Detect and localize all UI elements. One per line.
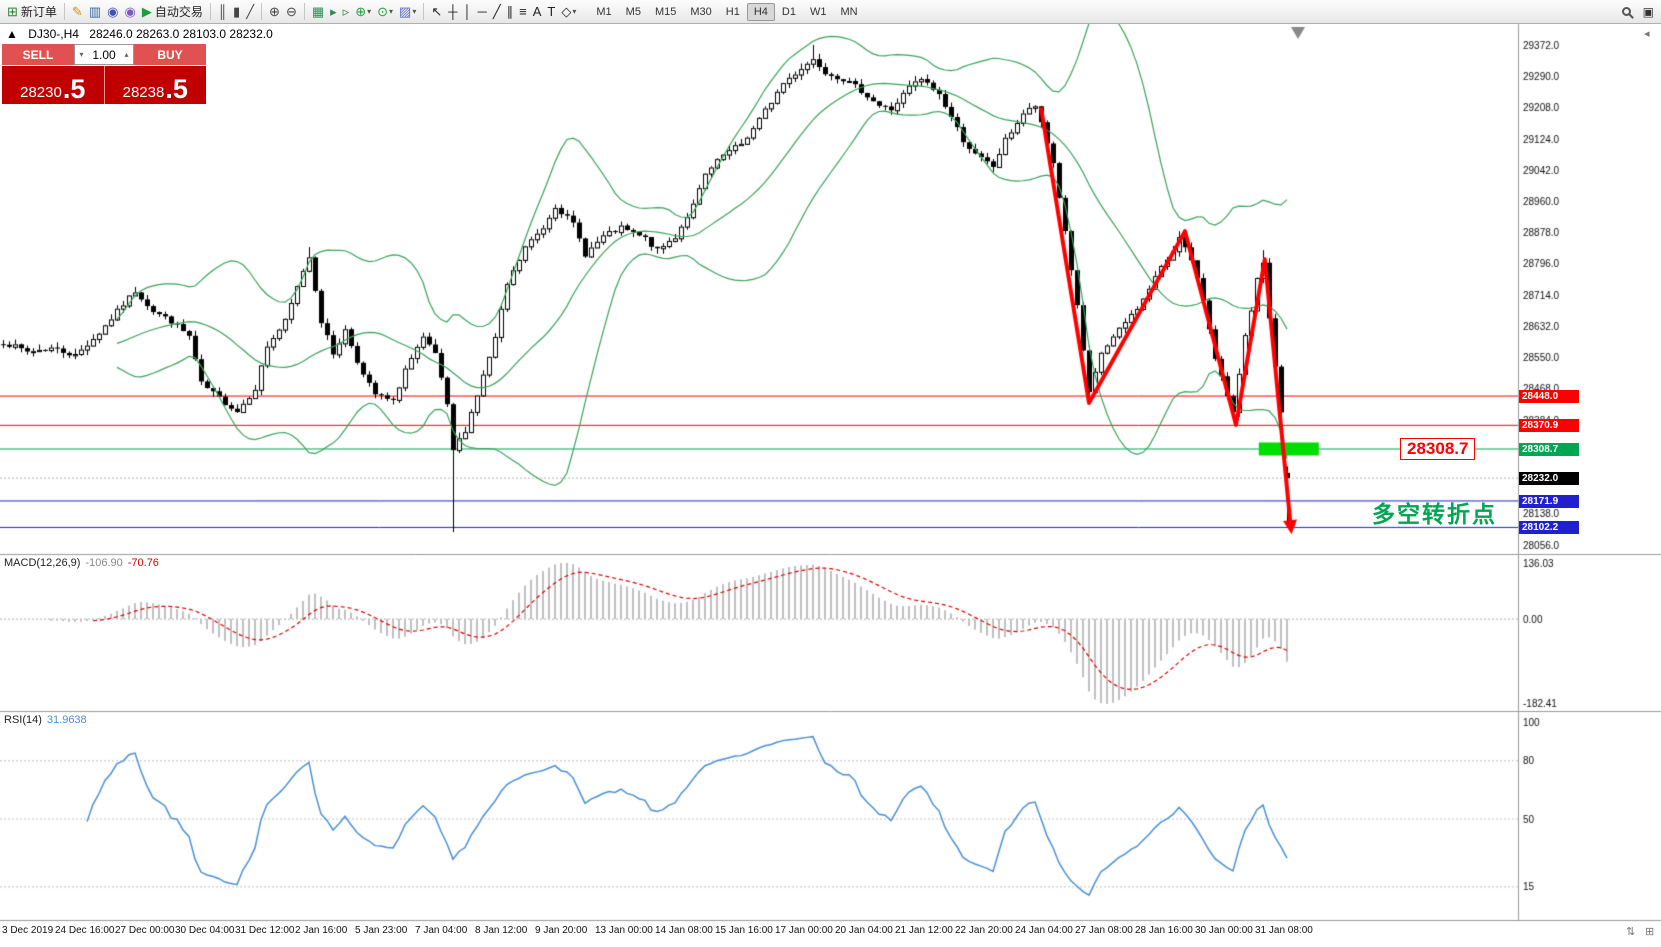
auto-trading-button[interactable]: ▶ 自动交易 [139,2,206,22]
templates-icon-glyph-icon: ▨ [399,3,412,19]
label-icon-glyph-icon: T [547,3,556,19]
indicators-icon[interactable]: ⊕ ▾ [352,2,374,22]
styler-icon-glyph-icon: ✎ [71,3,83,19]
zoom-out-icon[interactable]: ⊖ [283,2,300,22]
horizontal-line-icon[interactable]: ─ [475,2,490,22]
bar-chart-type-icon[interactable]: ║ [215,2,230,22]
shapes-icon[interactable]: ◇ ▾ [558,2,579,22]
crosshair-icon-glyph-icon: ┼ [448,3,458,19]
new-order-button[interactable]: ⊞ 新订单 [4,2,60,22]
search-icon[interactable] [1619,2,1634,22]
shapes-icon-glyph-icon: ◇ [561,3,572,19]
fibonacci-icon[interactable]: ≡ [516,2,530,22]
zoom-out-icon-glyph-icon: ⊖ [285,3,297,19]
shapes-icon-dropdown-icon[interactable]: ▾ [572,7,577,16]
auto-trading-button-label: 自动交易 [154,5,203,19]
new-chart-icon-glyph-icon: ▥ [88,3,102,19]
chart-shift-icon-glyph-icon: ▹ [342,3,350,19]
alerts-icon[interactable]: ◉ [121,2,138,22]
auto-scroll-icon[interactable]: ▸ [327,2,340,22]
bar-chart-type-icon-glyph-icon: ║ [217,3,228,19]
trendline-icon[interactable]: ╱ [490,2,504,22]
fibonacci-icon-glyph-icon: ≡ [519,3,527,19]
panels-icon[interactable]: ▣ [1642,4,1654,19]
timeframe-d1[interactable]: D1 [781,5,796,18]
channel-icon[interactable]: ∥ [504,2,517,22]
new-chart-icon[interactable]: ▥ [86,2,104,22]
toolbar-buttons: ⊞ 新订单 ✎ ▥ ◉ ◉ ▶ 自动交易 ║ ▮ ╱ ⊕ ⊖ ▦ ▸ ▹ ⊕ ▾ ⊙ ▾ ▨ ▾ ↖ ┼ │ ─ ╱ ∥ ≡ A T ◇ ▾ [4,2,579,22]
channel-icon-glyph-icon: ∥ [506,3,514,19]
profiles-icon[interactable]: ◉ [104,2,121,22]
trendline-icon-glyph-icon: ╱ [492,3,501,19]
label-icon[interactable]: T [544,2,558,22]
timeframe-mn[interactable]: MN [840,5,858,18]
alerts-icon-glyph-icon: ◉ [124,3,136,19]
timeframe-m5[interactable]: M5 [625,5,641,18]
periods-icon[interactable]: ⊙ ▾ [374,2,396,22]
indicators-icon-glyph-icon: ⊕ [355,3,367,19]
timeframe-m1[interactable]: M1 [596,5,612,18]
styler-icon[interactable]: ✎ [69,2,86,22]
templates-icon-dropdown-icon[interactable]: ▾ [412,7,417,16]
top-toolbar: ⊞ 新订单 ✎ ▥ ◉ ◉ ▶ 自动交易 ║ ▮ ╱ ⊕ ⊖ ▦ ▸ ▹ ⊕ ▾ ⊙ ▾ ▨ ▾ ↖ ┼ │ ─ ╱ ∥ ≡ A T ◇ ▾ M… [0,0,1661,24]
crosshair-icon[interactable]: ┼ [445,2,460,22]
line-chart-type-icon[interactable]: ╱ [243,2,257,22]
templates-icon[interactable]: ▨ ▾ [396,2,419,22]
new-order-glyph-icon: ⊞ [7,3,18,19]
new-order-button-label: 新订单 [20,5,57,19]
periods-icon-glyph-icon: ⊙ [377,3,389,19]
timeframe-h1[interactable]: H1 [725,5,740,18]
vertical-line-icon-glyph-icon: │ [463,3,472,19]
chart-shift-icon[interactable]: ▹ [340,2,353,22]
candlestick-type-icon[interactable]: ▮ [230,2,243,22]
vertical-line-icon[interactable]: │ [460,2,474,22]
tile-windows-icon-glyph-icon: ▦ [311,3,325,19]
auto-trading-glyph-icon: ▶ [141,3,152,19]
line-chart-type-icon-glyph-icon: ╱ [246,3,255,19]
periods-icon-dropdown-icon[interactable]: ▾ [389,7,394,16]
timeframe-m30[interactable]: M30 [690,5,712,18]
text-icon-glyph-icon: A [532,3,542,19]
indicators-icon-dropdown-icon[interactable]: ▾ [367,7,372,16]
timeframe-buttons: M1 M5 M15 M30 H1 H4 D1 W1 MN [589,2,864,21]
zoom-in-icon-glyph-icon: ⊕ [269,3,280,19]
auto-scroll-icon-glyph-icon: ▸ [330,3,337,19]
cursor-icon-glyph-icon: ↖ [431,3,443,19]
tile-windows-icon[interactable]: ▦ [309,2,327,22]
cursor-icon[interactable]: ↖ [428,2,445,22]
candlestick-type-icon-glyph-icon: ▮ [233,3,241,19]
profiles-icon-glyph-icon: ◉ [107,3,119,19]
timeframe-w1[interactable]: W1 [809,5,827,18]
timeframe-h4[interactable]: H4 [746,2,775,21]
horizontal-line-icon-glyph-icon: ─ [477,3,487,19]
timeframe-m15[interactable]: M15 [654,5,677,18]
zoom-in-icon[interactable]: ⊕ [266,2,283,22]
text-icon[interactable]: A [530,2,545,22]
